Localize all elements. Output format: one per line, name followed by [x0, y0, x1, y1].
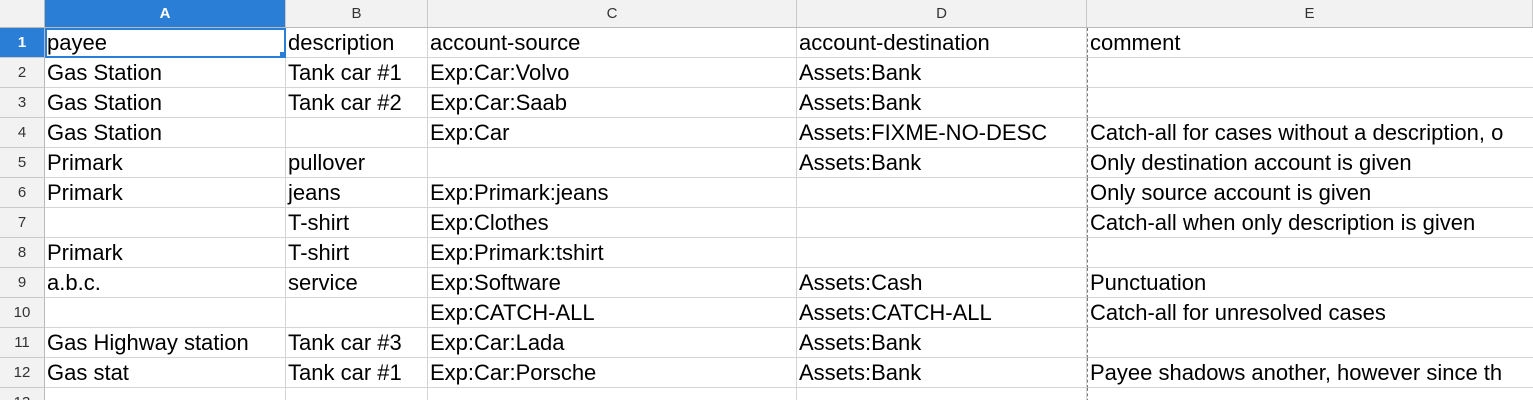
cell-c2[interactable]: Exp:Car:Volvo: [428, 58, 797, 88]
table-row: 5 Primark pullover Assets:Bank Only destinat…: [0, 148, 1533, 178]
cell-d10[interactable]: Assets:CATCH-ALL: [797, 298, 1087, 328]
table-row: 11 Gas Highway station Tank car #3 Exp:Car:…: [0, 328, 1533, 358]
cell-a11[interactable]: Gas Highway station: [45, 328, 286, 358]
cell-c12[interactable]: Exp:Car:Porsche: [428, 358, 797, 388]
cell-a3[interactable]: Gas Station: [45, 88, 286, 118]
cell-b11[interactable]: Tank car #3: [286, 328, 428, 358]
cell-e13[interactable]: [1087, 388, 1533, 400]
column-header-a[interactable]: A: [45, 0, 286, 27]
cell-d13[interactable]: [797, 388, 1087, 400]
cell-a10[interactable]: [45, 298, 286, 328]
cell-e3[interactable]: [1087, 88, 1533, 118]
row-header[interactable]: 8: [0, 238, 45, 268]
cell-c4[interactable]: Exp:Car: [428, 118, 797, 148]
cell-b3[interactable]: Tank car #2: [286, 88, 428, 118]
column-header-b[interactable]: B: [286, 0, 428, 27]
table-row: 2 Gas Station Tank car #1 Exp:Car:Volvo Asse…: [0, 58, 1533, 88]
cell-e5[interactable]: Only destination account is given: [1087, 148, 1533, 178]
cell-e2[interactable]: [1087, 58, 1533, 88]
cell-a9[interactable]: a.b.c.: [45, 268, 286, 298]
cell-e11[interactable]: [1087, 328, 1533, 358]
cell-a8[interactable]: Primark: [45, 238, 286, 268]
cell-a4[interactable]: Gas Station: [45, 118, 286, 148]
cell-c13[interactable]: [428, 388, 797, 400]
cell-d6[interactable]: [797, 178, 1087, 208]
table-row: 4 Gas Station Exp:Car Assets:FIXME-NO-DESC C…: [0, 118, 1533, 148]
table-row: 8 Primark T-shirt Exp:Primark:tshirt: [0, 238, 1533, 268]
row-header[interactable]: 4: [0, 118, 45, 148]
cell-a5[interactable]: Primark: [45, 148, 286, 178]
cell-e9[interactable]: Punctuation: [1087, 268, 1533, 298]
cell-b12[interactable]: Tank car #1: [286, 358, 428, 388]
cell-d3[interactable]: Assets:Bank: [797, 88, 1087, 118]
cell-b10[interactable]: [286, 298, 428, 328]
cell-a7[interactable]: [45, 208, 286, 238]
cell-c10[interactable]: Exp:CATCH-ALL: [428, 298, 797, 328]
cell-e1[interactable]: comment: [1087, 28, 1533, 58]
table-row: 3 Gas Station Tank car #2 Exp:Car:Saab Asset…: [0, 88, 1533, 118]
cell-c1[interactable]: account-source: [428, 28, 797, 58]
row-header[interactable]: 7: [0, 208, 45, 238]
cell-e10[interactable]: Catch-all for unresolved cases: [1087, 298, 1533, 328]
cell-b13[interactable]: [286, 388, 428, 400]
cell-d9[interactable]: Assets:Cash: [797, 268, 1087, 298]
cell-a1[interactable]: payee: [45, 28, 286, 58]
row-header[interactable]: 10: [0, 298, 45, 328]
table-row: 9 a.b.c. service Exp:Software Assets:Cash Pun…: [0, 268, 1533, 298]
column-header-c[interactable]: C: [428, 0, 797, 27]
cell-d8[interactable]: [797, 238, 1087, 268]
column-header-d[interactable]: D: [797, 0, 1087, 27]
row-header[interactable]: 11: [0, 328, 45, 358]
row-header[interactable]: 5: [0, 148, 45, 178]
table-row: 6 Primark jeans Exp:Primark:jeans Only sourc…: [0, 178, 1533, 208]
cell-e4[interactable]: Catch-all for cases without a descriptio…: [1087, 118, 1533, 148]
table-row: 10 Exp:CATCH-ALL Assets:CATCH-ALL Catch-all…: [0, 298, 1533, 328]
cell-d7[interactable]: [797, 208, 1087, 238]
cell-d4[interactable]: Assets:FIXME-NO-DESC: [797, 118, 1087, 148]
table-row: 1 payee description account-source account-d…: [0, 28, 1533, 58]
cell-d5[interactable]: Assets:Bank: [797, 148, 1087, 178]
cell-e8[interactable]: [1087, 238, 1533, 268]
cell-c9[interactable]: Exp:Software: [428, 268, 797, 298]
cell-c6[interactable]: Exp:Primark:jeans: [428, 178, 797, 208]
cell-b2[interactable]: Tank car #1: [286, 58, 428, 88]
row-header[interactable]: 13: [0, 388, 45, 400]
row-header[interactable]: 12: [0, 358, 45, 388]
cell-d2[interactable]: Assets:Bank: [797, 58, 1087, 88]
cell-c7[interactable]: Exp:Clothes: [428, 208, 797, 238]
cell-c3[interactable]: Exp:Car:Saab: [428, 88, 797, 118]
cell-b8[interactable]: T-shirt: [286, 238, 428, 268]
cell-a13[interactable]: [45, 388, 286, 400]
cell-c5[interactable]: [428, 148, 797, 178]
row-header[interactable]: 6: [0, 178, 45, 208]
cell-c11[interactable]: Exp:Car:Lada: [428, 328, 797, 358]
table-row: 13: [0, 388, 1533, 400]
row-header[interactable]: 1: [0, 28, 45, 58]
select-all-corner[interactable]: [0, 0, 45, 27]
column-header-row: A B C D E: [0, 0, 1533, 28]
cell-b9[interactable]: service: [286, 268, 428, 298]
cell-e6[interactable]: Only source account is given: [1087, 178, 1533, 208]
row-header[interactable]: 3: [0, 88, 45, 118]
table-row: 12 Gas stat Tank car #1 Exp:Car:Porsche Asse…: [0, 358, 1533, 388]
cell-c8[interactable]: Exp:Primark:tshirt: [428, 238, 797, 268]
cell-e7[interactable]: Catch-all when only description is given: [1087, 208, 1533, 238]
cell-a12[interactable]: Gas stat: [45, 358, 286, 388]
row-header[interactable]: 9: [0, 268, 45, 298]
cell-b5[interactable]: pullover: [286, 148, 428, 178]
cell-d1[interactable]: account-destination: [797, 28, 1087, 58]
cell-b1[interactable]: description: [286, 28, 428, 58]
cell-d12[interactable]: Assets:Bank: [797, 358, 1087, 388]
cell-e12[interactable]: Payee shadows another, however since th: [1087, 358, 1533, 388]
row-header[interactable]: 2: [0, 58, 45, 88]
cell-b6[interactable]: jeans: [286, 178, 428, 208]
column-header-e[interactable]: E: [1087, 0, 1533, 27]
cell-d11[interactable]: Assets:Bank: [797, 328, 1087, 358]
table-row: 7 T-shirt Exp:Clothes Catch-all when only d…: [0, 208, 1533, 238]
cell-b4[interactable]: [286, 118, 428, 148]
cell-a6[interactable]: Primark: [45, 178, 286, 208]
cell-a2[interactable]: Gas Station: [45, 58, 286, 88]
cell-b7[interactable]: T-shirt: [286, 208, 428, 238]
